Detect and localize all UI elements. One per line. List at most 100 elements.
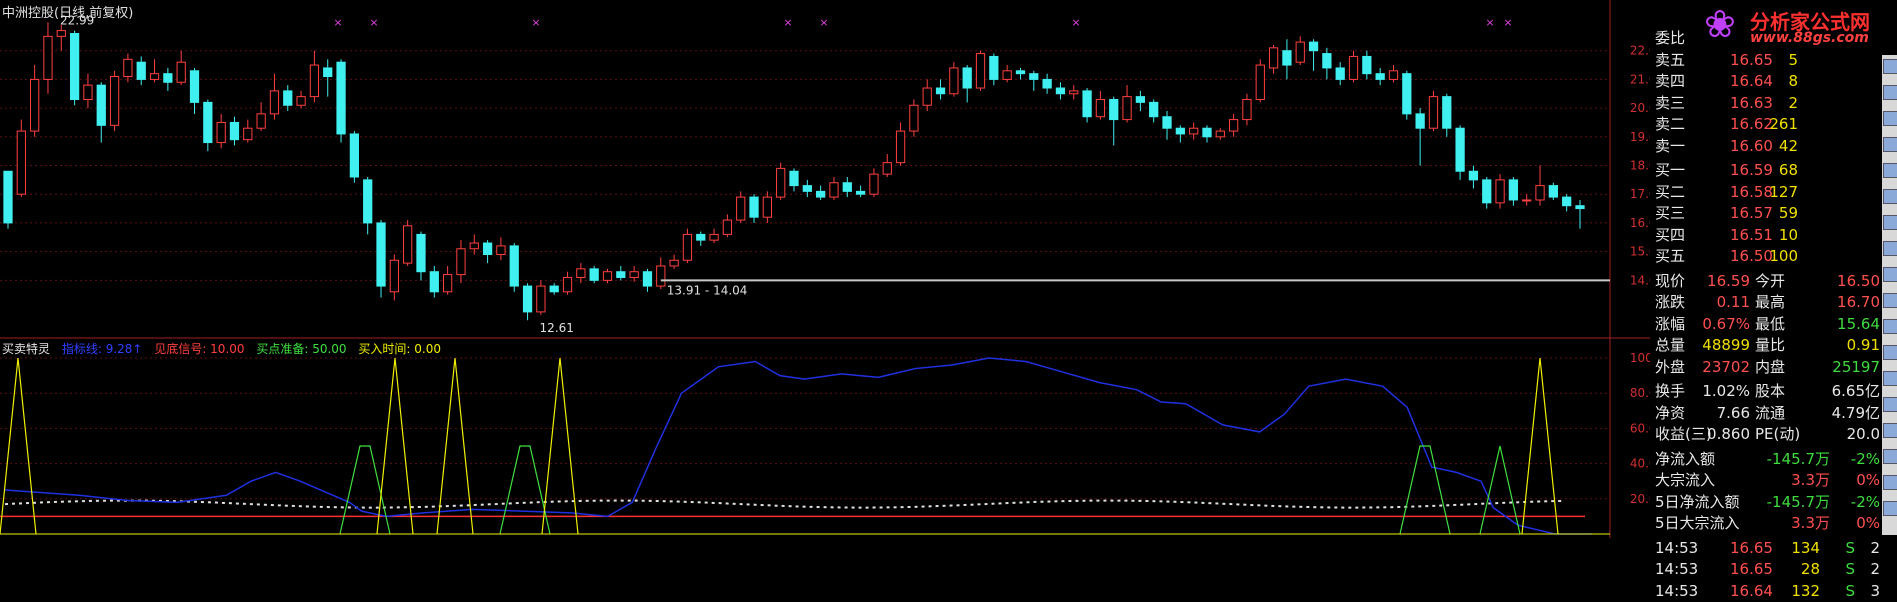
buy-prepare-line: [1479, 445, 1521, 535]
cci-icon[interactable]: [1883, 475, 1897, 490]
quote-value: 48899: [1702, 336, 1750, 354]
flow-row: 大宗流入 3.3万 0%: [1655, 470, 1880, 491]
fundamental-value: 6.65亿: [1831, 382, 1880, 400]
candle-body: [1122, 96, 1132, 121]
table-icon[interactable]: [1883, 163, 1897, 178]
bid-row: 买二 16.58 127: [1655, 182, 1880, 203]
flow-label: 大宗流入: [1655, 471, 1716, 489]
candle-body: [522, 285, 533, 313]
candle-body: [1562, 196, 1572, 207]
tick-row: 14:53 16.65 134 S 2: [1655, 538, 1880, 559]
list-icon[interactable]: [1883, 137, 1897, 152]
candle-body: [1508, 179, 1519, 201]
bias-icon[interactable]: [1883, 501, 1897, 516]
buy-time-spike: [541, 357, 579, 535]
tick-price: 16.65: [1730, 538, 1773, 557]
candle-body: [562, 276, 573, 293]
fundamental-value: 20.0: [1846, 425, 1880, 443]
ask-row: 卖二 16.62 261: [1655, 114, 1880, 135]
candle-body: [1362, 55, 1372, 75]
ask-volume: 8: [1788, 72, 1798, 90]
candle-body: [762, 196, 772, 218]
grid-icon[interactable]: [1883, 111, 1897, 126]
ask-label: 卖一: [1655, 136, 1686, 155]
candle-body: [789, 170, 799, 187]
ask-row: 卖四 16.64 8: [1655, 71, 1880, 92]
quote-value: 0.67%: [1702, 314, 1750, 333]
candle-body: [456, 248, 466, 276]
candle-body: [1295, 41, 1305, 63]
wr-icon[interactable]: [1883, 449, 1897, 464]
chart-area[interactable]: 22.00 21.00 20.00 19.00 18.00 17.00 16.00 15.00…: [0, 0, 1650, 538]
candle-body: [829, 182, 839, 198]
f10-icon[interactable]: [1883, 241, 1897, 256]
tick-volume: 134: [1791, 538, 1820, 557]
quote-label: 现价: [1655, 271, 1686, 290]
tick-side: S: [1845, 581, 1855, 600]
layout-icon[interactable]: [1883, 59, 1897, 74]
ask-label: 卖三: [1655, 93, 1686, 112]
bid-label: 买三: [1655, 204, 1686, 222]
tick-time: 14:53: [1655, 581, 1699, 600]
candle-body: [283, 90, 293, 106]
candle-body: [482, 242, 493, 256]
site-logo: ❀ 分析家公式网 www.88gs.com: [1700, 2, 1880, 48]
tick-volume: 28: [1800, 560, 1820, 578]
candle-body: [842, 182, 852, 192]
ask-price: 16.63: [1730, 93, 1773, 112]
buy-prepare-line: [339, 445, 391, 535]
candle-body: [389, 259, 399, 293]
candle-body: [123, 58, 133, 78]
bars-icon[interactable]: [1883, 189, 1897, 204]
tick-row: 14:53 16.65 28 S 2: [1655, 559, 1880, 580]
candle-body: [696, 233, 706, 241]
vol-icon[interactable]: [1883, 345, 1897, 360]
candle-body: [1189, 127, 1199, 135]
bid-volume: 10: [1778, 225, 1798, 244]
macd-icon[interactable]: [1883, 293, 1897, 308]
rsi-icon[interactable]: [1883, 267, 1897, 282]
candle-body: [323, 67, 333, 78]
tick-count: 2: [1870, 560, 1880, 578]
flow-label: 5日净流入额: [1655, 492, 1740, 511]
flow-value: 3.3万: [1791, 471, 1830, 489]
candle-body: [136, 61, 146, 80]
flow-label: 净流入额: [1655, 449, 1716, 468]
indicator-tick-label: 100.0: [1630, 351, 1650, 365]
quote-row: 涨跌 0.11 最高 16.70: [1655, 292, 1880, 313]
candle-body: [416, 233, 426, 273]
buy-time-spike: [436, 357, 474, 535]
tick-side: S: [1845, 560, 1855, 578]
price-tick-label: 19.00: [1630, 130, 1650, 144]
candle-body: [1109, 99, 1119, 121]
candle-body: [243, 127, 253, 141]
fundamental-label: 收益(三): [1655, 425, 1712, 443]
bid-volume: 100: [1769, 247, 1798, 265]
kdj-icon[interactable]: [1883, 319, 1897, 334]
ask-price: 16.62: [1730, 115, 1773, 133]
quote-value: 23702: [1702, 357, 1750, 376]
candle-body: [1575, 205, 1585, 210]
quote-label: 涨幅: [1655, 314, 1686, 333]
quote-label: 涨跌: [1655, 293, 1686, 311]
boll-icon[interactable]: [1883, 423, 1897, 438]
bid-row: 买一 16.59 68: [1655, 160, 1880, 181]
tick-side: S: [1845, 538, 1855, 557]
price-tick-label: 21.00: [1630, 72, 1650, 86]
obv-icon[interactable]: [1883, 371, 1897, 386]
candle-body: [1015, 70, 1026, 75]
dma-icon[interactable]: [1883, 397, 1897, 412]
fundamental-value: 1.02%: [1702, 382, 1750, 400]
bid-row: 买三 16.57 59: [1655, 203, 1880, 224]
fundamental-row: 净资 7.66 流通 4.79亿: [1655, 403, 1880, 424]
chart-icon[interactable]: [1883, 85, 1897, 100]
buy-prepare-line: [499, 445, 551, 535]
indicator-tick-label: 60.00: [1630, 421, 1650, 435]
signal-marker: ×: [333, 16, 342, 29]
price-tick-label: 18.00: [1630, 159, 1650, 173]
kline-chart[interactable]: 22.00 21.00 20.00 19.00 18.00 17.00 16.00 15.00…: [0, 0, 1650, 538]
k-icon[interactable]: [1883, 215, 1897, 230]
ask-label: 卖五: [1655, 50, 1686, 69]
quote-row: 涨幅 0.67% 最低 15.64: [1655, 314, 1880, 335]
flow-row: 5日净流入额 -145.7万 -2%: [1655, 492, 1880, 513]
